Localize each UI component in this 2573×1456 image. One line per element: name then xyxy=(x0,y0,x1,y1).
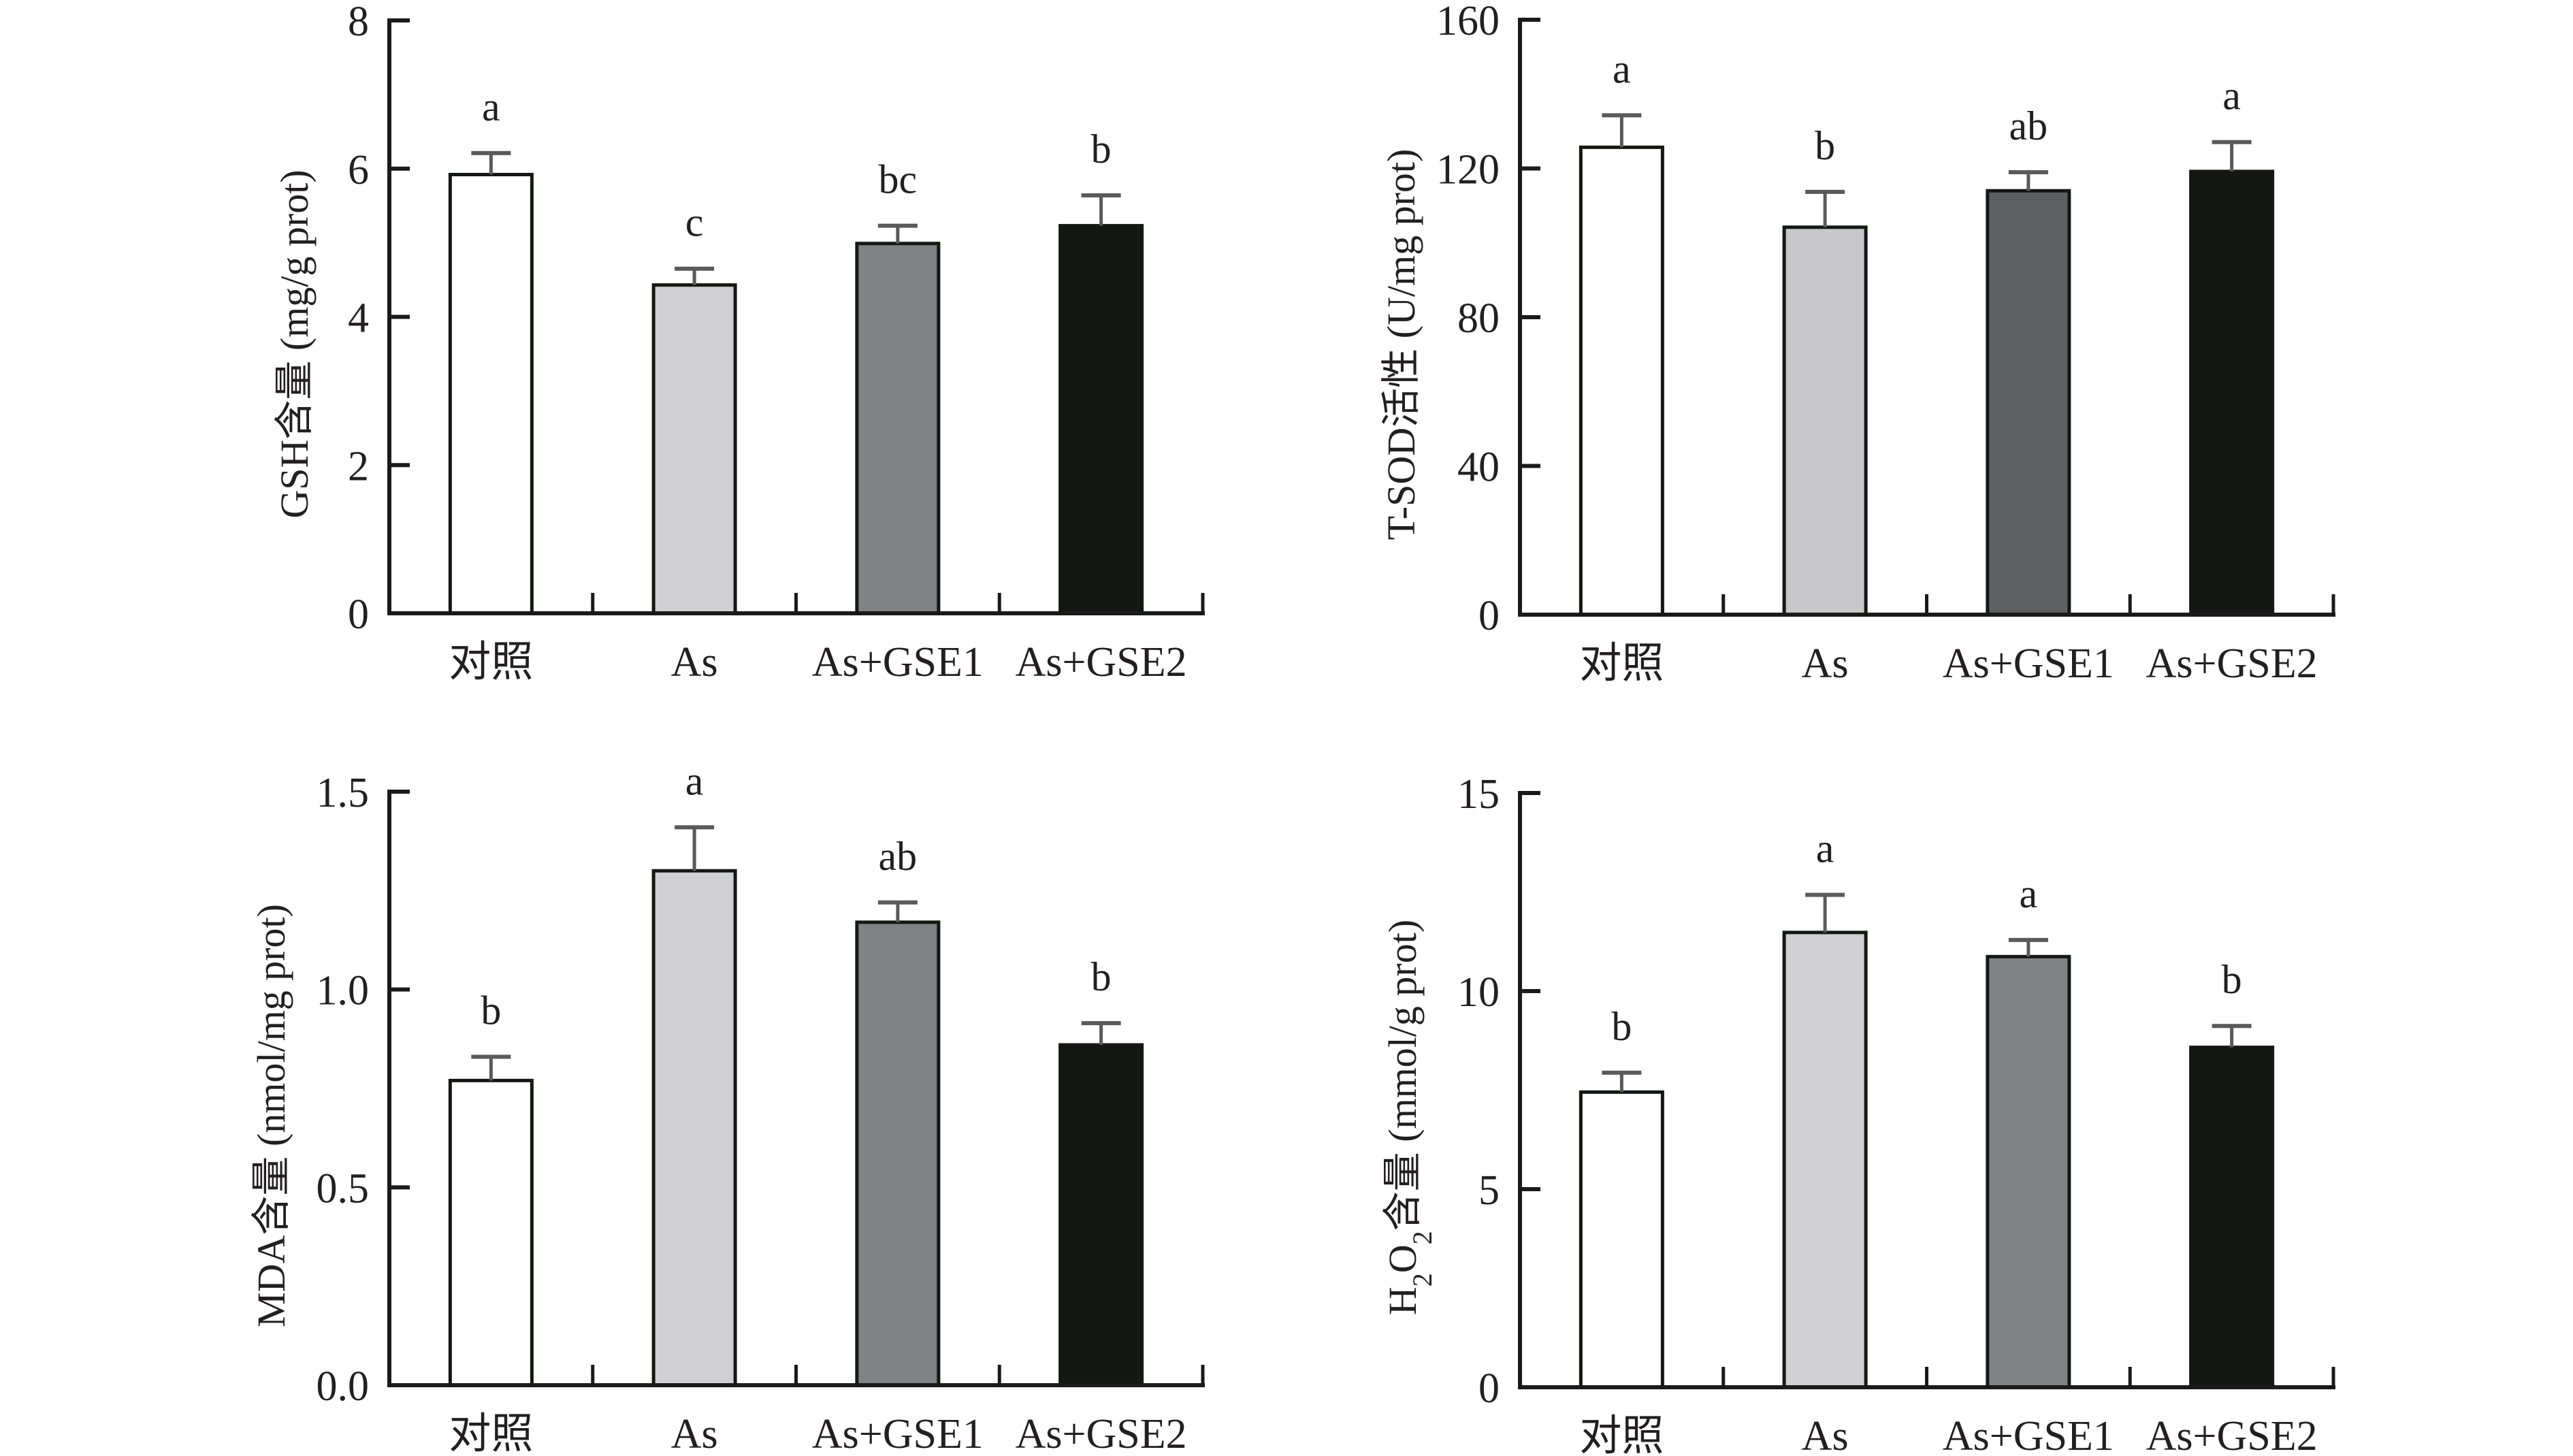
error-bar-gsh-0 xyxy=(471,150,511,175)
bar-h2o2-1 xyxy=(1782,931,1868,1389)
significance-label-gsh-0: a xyxy=(482,84,500,129)
bar-mda-3 xyxy=(1058,1043,1144,1387)
significance-label-mda-3: b xyxy=(1091,954,1112,999)
error-bar-tsod-3 xyxy=(2212,140,2252,172)
error-bar-tsod-0 xyxy=(1602,113,1642,148)
y-tick-label-tsod-2: 80 xyxy=(1457,295,1500,342)
x-tick-label-mda-0: 对照 xyxy=(449,1411,533,1456)
y-tick-label-tsod-0: 0 xyxy=(1478,593,1500,639)
significance-label-h2o2-0: b xyxy=(1611,1004,1632,1049)
significance-label-mda-1: a xyxy=(685,758,704,803)
x-tick-label-mda-3: As+GSE2 xyxy=(1016,1411,1187,1456)
significance-label-tsod-3: a xyxy=(2222,74,2241,118)
significance-label-gsh-2: bc xyxy=(879,157,918,202)
y-tick-label-gsh-1: 2 xyxy=(348,443,369,489)
y-axis-title-segment: O xyxy=(1380,1244,1425,1273)
error-bar-gsh-2 xyxy=(877,223,918,244)
panel-mda: b 对照 a As ab As+GSE1 b As+GSE2 0.0 0.5 1.0 1.5 MDA含量… xyxy=(249,758,1205,1456)
bar-tsod-1 xyxy=(1782,225,1868,617)
significance-label-h2o2-3: b xyxy=(2222,957,2242,1002)
error-bar-h2o2-1 xyxy=(1805,892,1845,933)
significance-label-tsod-0: a xyxy=(1613,46,1631,91)
y-axis-title-segment: 2 xyxy=(1407,1273,1438,1287)
significance-label-tsod-2: ab xyxy=(2009,103,2048,148)
error-bar-gsh-1 xyxy=(675,266,715,285)
significance-label-tsod-1: b xyxy=(1815,123,1835,168)
significance-label-mda-0: b xyxy=(481,988,501,1033)
panel-tsod: a 对照 b As ab As+GSE1 a As+GSE2 0 40 80 120 160 T-SOD活… xyxy=(1379,0,2335,687)
y-axis-title-mda: MDA含量 (nmol/mg prot) xyxy=(249,904,293,1327)
x-tick-label-tsod-2: As+GSE1 xyxy=(1943,641,2114,687)
y-tick-label-h2o2-3: 15 xyxy=(1457,771,1500,818)
error-bar-h2o2-0 xyxy=(1602,1070,1642,1093)
significance-label-gsh-3: b xyxy=(1091,127,1112,172)
panel-gsh: a 对照 c As bc As+GSE1 b As+GSE2 0 2 4 6 8 GSH含量 (mg/g … xyxy=(272,0,1205,685)
bar-tsod-0 xyxy=(1579,145,1664,617)
x-tick-label-h2o2-3: As+GSE2 xyxy=(2146,1413,2318,1456)
x-tick-label-h2o2-1: As xyxy=(1802,1413,1849,1456)
bar-h2o2-3 xyxy=(2189,1046,2275,1389)
y-axis-title-segment: 2 xyxy=(1407,1231,1438,1244)
error-bar-tsod-2 xyxy=(2008,169,2048,191)
x-tick-label-tsod-0: 对照 xyxy=(1579,641,1664,687)
error-bar-mda-0 xyxy=(471,1054,511,1081)
y-tick-label-tsod-3: 120 xyxy=(1436,147,1500,193)
error-bar-h2o2-2 xyxy=(2008,937,2048,957)
bar-mda-0 xyxy=(448,1078,534,1387)
y-tick-label-h2o2-1: 5 xyxy=(1478,1167,1500,1214)
y-tick-label-gsh-3: 6 xyxy=(348,147,369,193)
bar-gsh-1 xyxy=(651,283,737,615)
error-bar-h2o2-3 xyxy=(2212,1024,2252,1048)
x-tick-label-tsod-1: As xyxy=(1802,641,1849,687)
y-tick-label-mda-0: 0.0 xyxy=(317,1363,370,1410)
x-tick-label-mda-2: As+GSE1 xyxy=(812,1411,984,1456)
bar-tsod-3 xyxy=(2189,169,2275,617)
y-tick-label-gsh-0: 0 xyxy=(348,592,369,638)
significance-label-h2o2-1: a xyxy=(1816,826,1834,871)
error-bar-mda-1 xyxy=(675,825,715,871)
error-bar-tsod-1 xyxy=(1805,189,1845,227)
error-bar-mda-2 xyxy=(877,900,918,922)
y-tick-label-tsod-1: 40 xyxy=(1457,444,1500,491)
y-axis-title-tsod: T-SOD活性 (U/mg prot) xyxy=(1379,149,1423,540)
significance-label-h2o2-2: a xyxy=(2020,871,2038,916)
x-tick-label-gsh-2: As+GSE1 xyxy=(812,639,984,685)
bar-mda-1 xyxy=(651,869,737,1387)
x-tick-label-gsh-3: As+GSE2 xyxy=(1016,639,1187,685)
bar-gsh-3 xyxy=(1058,224,1144,615)
y-tick-label-h2o2-2: 10 xyxy=(1457,969,1500,1016)
error-bar-mda-3 xyxy=(1081,1021,1121,1046)
bar-tsod-2 xyxy=(1986,189,2071,617)
significance-label-gsh-1: c xyxy=(685,200,704,245)
x-tick-label-h2o2-2: As+GSE1 xyxy=(1943,1413,2114,1456)
y-axis-title-segment: 含量 (mmol/g prot) xyxy=(1380,920,1425,1231)
y-tick-label-h2o2-0: 0 xyxy=(1478,1365,1500,1412)
bar-gsh-2 xyxy=(855,242,941,615)
x-tick-label-gsh-0: 对照 xyxy=(449,639,533,685)
x-tick-label-gsh-1: As xyxy=(671,639,718,685)
y-axis-title-h2o2: H2O2含量 (mmol/g prot) xyxy=(1380,920,1438,1315)
y-tick-label-gsh-4: 8 xyxy=(348,0,369,45)
y-tick-label-mda-2: 1.0 xyxy=(317,968,370,1014)
x-tick-label-h2o2-0: 对照 xyxy=(1579,1413,1664,1456)
x-tick-label-mda-1: As xyxy=(671,1411,718,1456)
x-tick-label-tsod-3: As+GSE2 xyxy=(2146,641,2318,687)
y-tick-label-mda-3: 1.5 xyxy=(317,770,370,816)
significance-label-mda-2: ab xyxy=(879,834,918,879)
bar-gsh-0 xyxy=(448,172,534,615)
y-tick-label-gsh-2: 4 xyxy=(348,295,369,342)
y-tick-label-tsod-4: 160 xyxy=(1436,0,1500,44)
y-axis-title-gsh: GSH含量 (mg/g prot) xyxy=(272,169,317,518)
bar-h2o2-0 xyxy=(1579,1090,1664,1389)
bar-h2o2-2 xyxy=(1986,954,2071,1389)
bar-mda-2 xyxy=(855,920,941,1387)
y-tick-label-mda-1: 0.5 xyxy=(317,1165,370,1212)
y-axis-title-segment: H xyxy=(1380,1287,1425,1315)
error-bar-gsh-3 xyxy=(1081,193,1121,226)
